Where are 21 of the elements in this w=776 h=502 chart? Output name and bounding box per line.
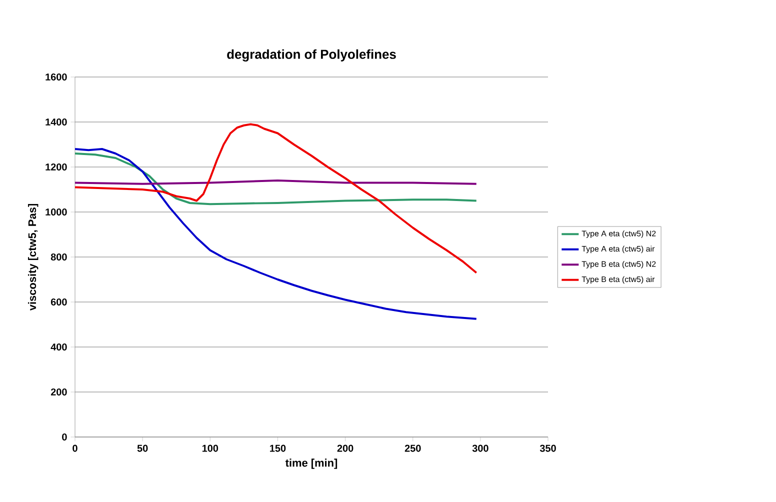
x-tick-label: 200 (337, 444, 354, 452)
y-tick-label: 800 (50, 253, 67, 261)
y-tick-label: 600 (50, 298, 67, 306)
x-tick-label: 300 (472, 444, 488, 452)
x-tick-label: 350 (540, 444, 556, 452)
y-tick-label: 1400 (46, 118, 67, 126)
x-tick-label: 150 (270, 444, 286, 452)
line-series (75, 152, 478, 206)
x-tick-label: 100 (202, 444, 218, 452)
y-tick-label: 1600 (46, 73, 67, 81)
y-axis-title: viscosity [ctw5, Pas] (28, 204, 38, 311)
y-tick-label: 1200 (46, 163, 67, 171)
y-tick-label: 200 (50, 388, 67, 396)
x-axis-title: time [min] (285, 458, 338, 469)
x-tick-label: 250 (404, 444, 421, 452)
y-tick-label: 400 (50, 343, 67, 351)
y-tick-label: 0 (62, 433, 67, 441)
x-tick-label: 0 (72, 444, 78, 452)
chart-title: degradation of Polyolefines (227, 49, 396, 62)
y-tick-label: 1000 (46, 208, 67, 216)
x-tick-label: 50 (137, 444, 148, 452)
